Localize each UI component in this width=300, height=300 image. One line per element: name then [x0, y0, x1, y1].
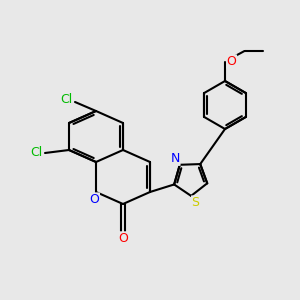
Text: Cl: Cl	[30, 146, 42, 160]
Text: Cl: Cl	[60, 92, 72, 106]
Text: S: S	[192, 196, 200, 209]
Text: N: N	[171, 152, 180, 165]
Text: O: O	[118, 232, 128, 245]
Text: O: O	[227, 55, 236, 68]
Text: O: O	[90, 193, 99, 206]
